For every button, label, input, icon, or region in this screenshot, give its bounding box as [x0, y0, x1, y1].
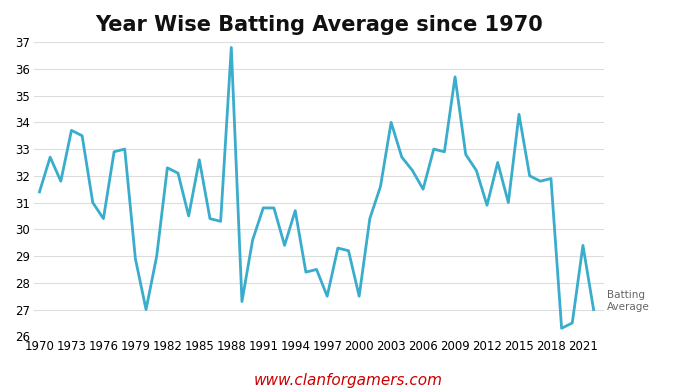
Text: Batting
Average: Batting Average — [607, 290, 650, 312]
Title: Year Wise Batting Average since 1970: Year Wise Batting Average since 1970 — [95, 15, 543, 35]
Text: www.clanforgamers.com: www.clanforgamers.com — [253, 373, 443, 388]
